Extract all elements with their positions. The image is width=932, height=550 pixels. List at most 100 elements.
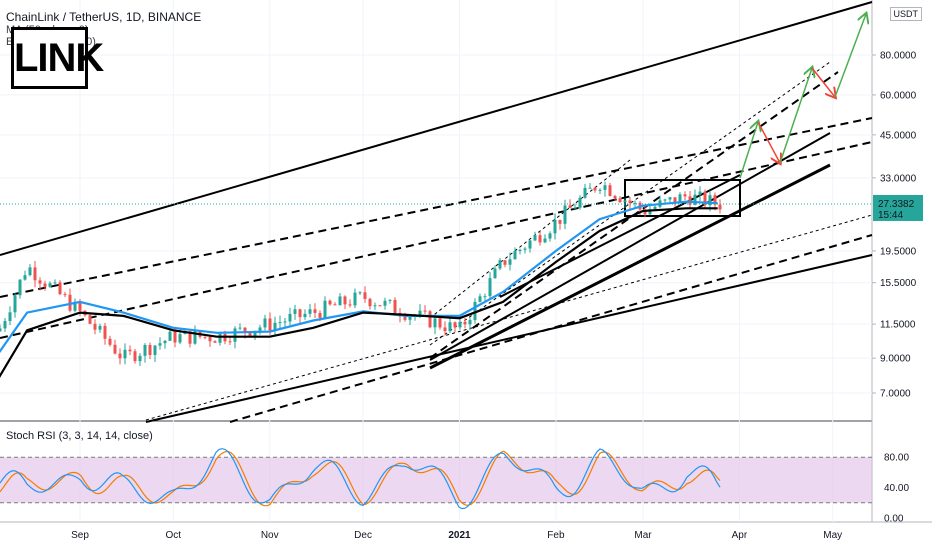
candle-body [218,333,222,343]
candle-body [663,199,667,201]
time-tick-label: Oct [166,530,182,541]
time-tick-label: May [823,530,842,541]
candle-body [553,219,557,234]
trendline [0,1,873,256]
stoch-tick-label: 40.00 [884,483,909,494]
candle-body [623,200,627,203]
candle-body [698,191,702,195]
candle-body [533,235,537,241]
candle-body [683,194,687,197]
arrow-up [834,14,866,98]
arrow-up [739,122,758,179]
time-tick-label: Mar [634,530,652,541]
candle-body [473,301,477,321]
candle-body [418,310,422,316]
stoch-band [0,457,872,503]
candle-body [598,189,602,191]
stoch-pane [0,448,872,510]
current-price-label: 27.3382 [878,199,915,210]
candle-body [688,196,692,205]
price-tick-label: 9.0000 [880,354,911,365]
candle-body [268,318,272,331]
candle-body [708,195,712,206]
price-tick-label: 11.5000 [880,320,916,331]
price-tick-label: 80.0000 [880,51,917,62]
candle-body [188,331,192,344]
candle-body [453,322,457,328]
candle-body [238,327,242,329]
candle-body [538,235,542,243]
stoch-tick-label: 80.00 [884,453,909,464]
price-tick-label: 45.0000 [880,130,917,141]
currency-badge[interactable]: USDT [889,7,922,21]
candle-body [133,351,137,362]
candle-body [193,331,197,344]
candle-body [163,340,167,344]
candle-body [528,240,532,249]
candle-body [213,341,217,343]
candle-body [158,343,162,346]
trendline [429,132,831,361]
candle-body [558,219,562,224]
candle-body [328,300,332,305]
time-tick-label: Feb [547,530,565,541]
current-price-badge [873,194,923,221]
candle-body [568,205,572,208]
candle-body [28,267,32,276]
candle-body [483,296,487,298]
candle-body [573,207,577,209]
time-tick-label: 2021 [448,530,471,541]
candle-body [633,202,637,204]
candle-body [18,279,22,296]
ema-50-line [0,200,718,354]
trendlines [0,1,873,423]
candle-body [678,194,682,204]
link-logo-text: LINK [11,27,104,89]
trendline [429,163,831,370]
candle-body [108,338,112,345]
annotations [0,14,872,205]
candle-body [48,283,52,287]
range-box [624,179,741,217]
candle-body [3,321,7,329]
candle-body [178,334,182,343]
trendline [0,141,873,339]
candle-body [513,251,517,260]
candle-body [303,313,307,318]
candle-body [648,209,652,215]
grid [0,0,932,523]
candle-body [93,323,97,330]
candle-body [43,283,47,287]
candle-body [373,305,377,307]
candle-body [98,325,102,330]
candle-body [628,200,632,204]
candle-body [348,304,352,306]
candle-body [368,298,372,307]
candle-body [73,301,77,311]
stoch-legend[interactable]: Stoch RSI (3, 3, 14, 14, close) [6,430,153,442]
candle-body [358,292,362,294]
candle-body [293,309,297,314]
candle-body [168,331,172,341]
candle-body [468,320,472,325]
candle-body [0,328,2,332]
candle-body [308,309,312,314]
candle-body [378,305,382,307]
candle-body [603,185,607,190]
candle-body [318,312,322,318]
candle-body [443,327,447,332]
candle-body [258,327,262,331]
candle-body [423,310,427,312]
price-tick-label: 19.5000 [880,246,917,257]
candle-body [458,321,462,328]
candle-body [578,197,582,208]
candle-body [593,187,597,191]
candles [0,181,722,366]
candle-body [613,195,617,199]
axes: 80.0000 60.0000 45.0000 33.0000 19.5000 15.50… [71,51,923,541]
candle-body [393,299,397,313]
trendline [145,214,873,421]
stoch-d-line [0,450,721,507]
candle-body [713,195,717,205]
